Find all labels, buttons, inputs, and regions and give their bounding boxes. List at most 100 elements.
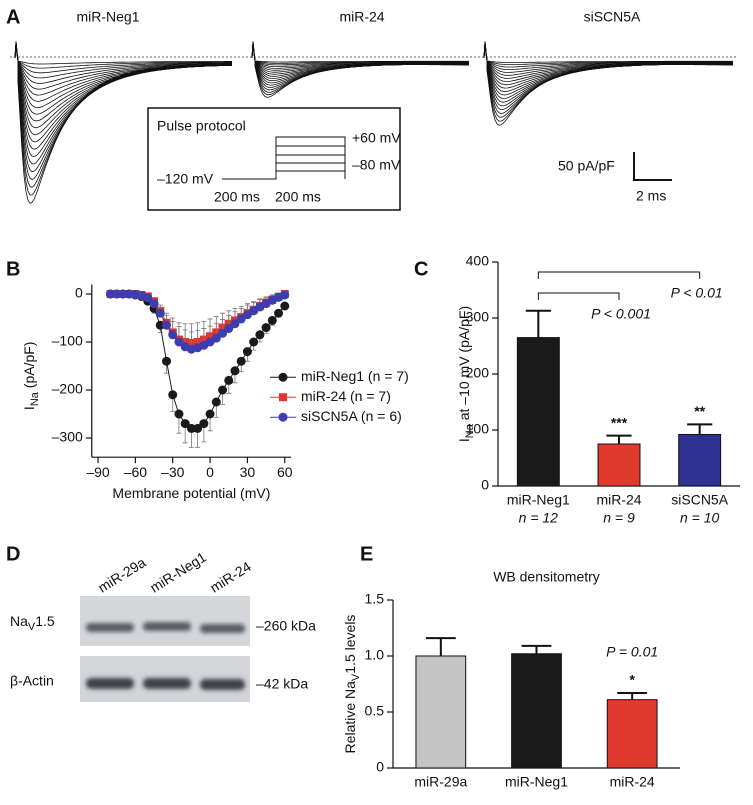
marker bbox=[267, 315, 277, 325]
legend-label: miR-24 (n = 7) bbox=[301, 388, 391, 404]
y-tick-label: 0 bbox=[376, 759, 384, 775]
trace bbox=[14, 41, 232, 65]
blot-membrane bbox=[80, 596, 250, 646]
lane-label: miR-29a bbox=[95, 554, 149, 596]
x-tick-label: miR-24 bbox=[610, 774, 655, 790]
x-tick-label: miR-24 bbox=[596, 492, 641, 508]
legend-label: miR-Neg1 (n = 7) bbox=[301, 368, 409, 384]
current-traces bbox=[14, 41, 734, 204]
trace bbox=[483, 46, 733, 114]
trace bbox=[14, 42, 233, 84]
y-tick-label: 1.0 bbox=[365, 647, 385, 663]
bar bbox=[511, 653, 562, 769]
x-tick-label: –60 bbox=[124, 464, 148, 480]
trace bbox=[14, 42, 233, 90]
bar bbox=[415, 655, 467, 769]
bracket bbox=[537, 292, 620, 300]
trace bbox=[483, 44, 733, 92]
lane-label: miR-Neg1 bbox=[147, 549, 209, 596]
marker bbox=[199, 419, 209, 429]
blot-row-label: β-Actin bbox=[10, 673, 54, 689]
trace-label: miR-Neg1 bbox=[76, 9, 139, 25]
panel-letter: C bbox=[414, 258, 428, 280]
significance: ** bbox=[694, 403, 705, 419]
trace bbox=[14, 47, 232, 204]
marker bbox=[149, 299, 159, 309]
marker bbox=[224, 324, 234, 334]
panel-letter: D bbox=[6, 543, 20, 565]
trace bbox=[251, 41, 469, 64]
trace bbox=[14, 42, 233, 79]
trace bbox=[251, 41, 469, 63]
x-tick-label: miR-Neg1 bbox=[507, 492, 570, 508]
protocol-level: –80 mV bbox=[352, 157, 401, 173]
error-bar bbox=[617, 691, 648, 700]
legend-marker bbox=[278, 412, 288, 422]
marker bbox=[224, 375, 234, 385]
protocol-level: –120 mV bbox=[157, 171, 214, 187]
y-tick-label: 200 bbox=[466, 365, 490, 381]
label-part: (pA/pF) bbox=[21, 342, 37, 393]
x-tick-label: siSCN5A bbox=[671, 492, 728, 508]
trace bbox=[483, 41, 733, 63]
marker bbox=[249, 337, 259, 347]
trace-label: siSCN5A bbox=[584, 9, 641, 25]
legend-marker bbox=[278, 372, 288, 382]
y-tick-label: 0.5 bbox=[365, 703, 385, 719]
y-tick-label: 0 bbox=[75, 285, 83, 301]
y-tick-label: –300 bbox=[52, 429, 83, 445]
error-bar bbox=[606, 434, 632, 444]
marker bbox=[211, 397, 221, 407]
label-sub: V bbox=[350, 673, 362, 681]
x-tick-label: miR-29a bbox=[414, 774, 467, 790]
series-line bbox=[110, 293, 286, 429]
marker bbox=[105, 289, 115, 299]
y-tick-label: 0 bbox=[481, 477, 489, 493]
trace bbox=[483, 42, 733, 76]
marker bbox=[274, 308, 284, 318]
trace bbox=[14, 41, 232, 74]
x-tick-label: 30 bbox=[240, 464, 256, 480]
marker bbox=[162, 320, 171, 330]
trace bbox=[251, 45, 470, 93]
trace bbox=[483, 46, 733, 126]
x-tick-label: –90 bbox=[86, 464, 110, 480]
marker bbox=[255, 330, 265, 340]
label-part: 1.5 levels bbox=[342, 615, 358, 674]
chart-title: WB densitometry bbox=[493, 569, 600, 585]
x-tick-label: –30 bbox=[161, 464, 185, 480]
y-tick-label: 100 bbox=[466, 421, 490, 437]
marker bbox=[168, 330, 178, 340]
marker bbox=[143, 293, 153, 303]
marker bbox=[180, 419, 190, 429]
marker bbox=[193, 423, 203, 433]
marker bbox=[242, 347, 252, 357]
y-tick-label: 400 bbox=[466, 253, 490, 269]
label-part: I bbox=[456, 438, 472, 442]
trace bbox=[251, 46, 469, 98]
error-bar bbox=[425, 637, 456, 656]
error-bar bbox=[525, 309, 551, 338]
p-value: P < 0.01 bbox=[671, 285, 723, 301]
marker bbox=[174, 409, 184, 419]
label-sub: Na bbox=[29, 391, 41, 406]
label-sub: V bbox=[28, 621, 36, 633]
protocol-duration: 200 ms bbox=[214, 189, 260, 205]
marker bbox=[236, 356, 246, 366]
marker bbox=[230, 366, 240, 376]
label-part: Na bbox=[10, 613, 28, 629]
label-part: at –10 mV (pA/pF) bbox=[456, 306, 472, 424]
blot-size: –42 kDa bbox=[256, 676, 308, 692]
label-sub: Na bbox=[464, 423, 476, 438]
trace bbox=[483, 44, 733, 99]
n-label: n = 10 bbox=[680, 510, 720, 526]
blot bbox=[80, 596, 250, 702]
marker bbox=[280, 301, 290, 311]
trace bbox=[483, 43, 733, 79]
label-part: Relative Na bbox=[342, 681, 358, 754]
marker bbox=[168, 390, 178, 400]
marker bbox=[118, 289, 128, 299]
legend-marker bbox=[279, 393, 287, 402]
bar bbox=[516, 337, 560, 487]
